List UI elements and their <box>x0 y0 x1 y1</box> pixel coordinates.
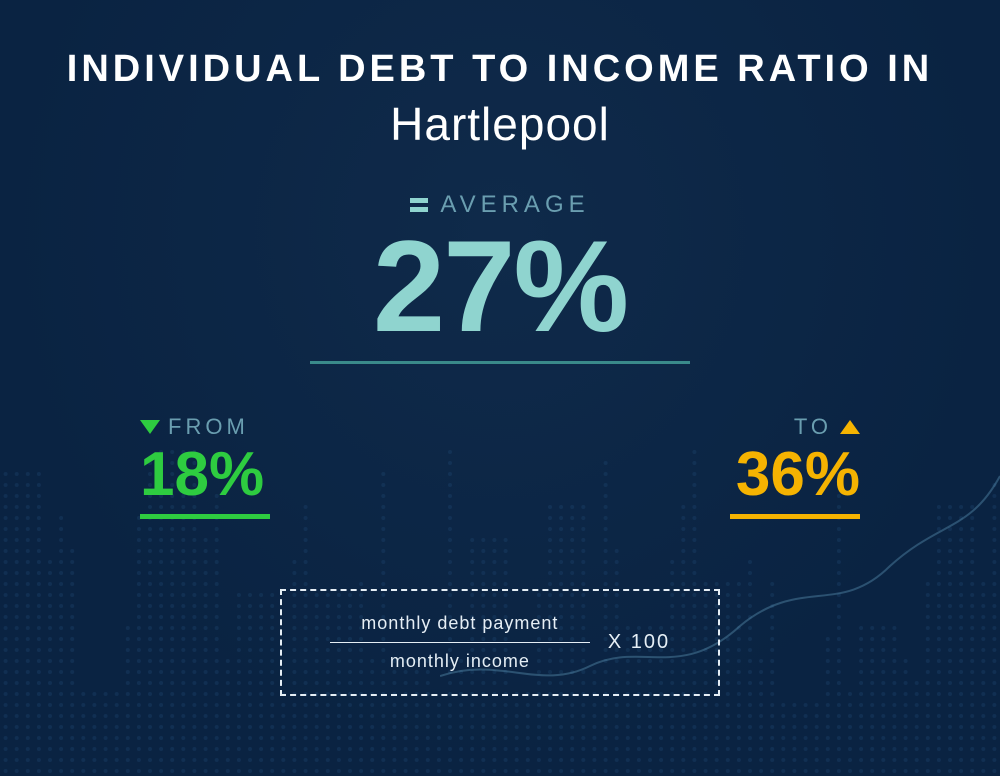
formula-fraction-bar <box>330 642 590 643</box>
average-underline <box>310 361 690 364</box>
from-underline <box>140 514 270 519</box>
title-location: Hartlepool <box>0 97 1000 151</box>
formula-denominator: monthly income <box>382 647 538 676</box>
triangle-down-icon <box>140 420 160 434</box>
formula-multiplier: X 100 <box>608 631 670 654</box>
to-underline <box>730 514 860 519</box>
formula-box: monthly debt payment monthly income X 10… <box>280 589 720 696</box>
range-row: FROM 18% TO 36% <box>120 414 880 519</box>
infographic-content: INDIVIDUAL DEBT TO INCOME RATIO IN Hartl… <box>0 0 1000 776</box>
average-value: 27% <box>300 221 700 351</box>
from-value: 18% <box>140 444 340 506</box>
from-label-row: FROM <box>140 414 340 440</box>
from-label: FROM <box>168 414 249 440</box>
average-block: AVERAGE 27% <box>300 191 700 364</box>
title-main: INDIVIDUAL DEBT TO INCOME RATIO IN <box>0 48 1000 91</box>
formula-fraction: monthly debt payment monthly income <box>330 609 590 676</box>
equals-icon <box>410 198 428 212</box>
to-value: 36% <box>660 444 860 506</box>
to-block: TO 36% <box>660 414 860 519</box>
to-label: TO <box>794 414 832 440</box>
from-block: FROM 18% <box>140 414 340 519</box>
to-label-row: TO <box>660 414 860 440</box>
triangle-up-icon <box>840 420 860 434</box>
formula-numerator: monthly debt payment <box>353 609 566 638</box>
